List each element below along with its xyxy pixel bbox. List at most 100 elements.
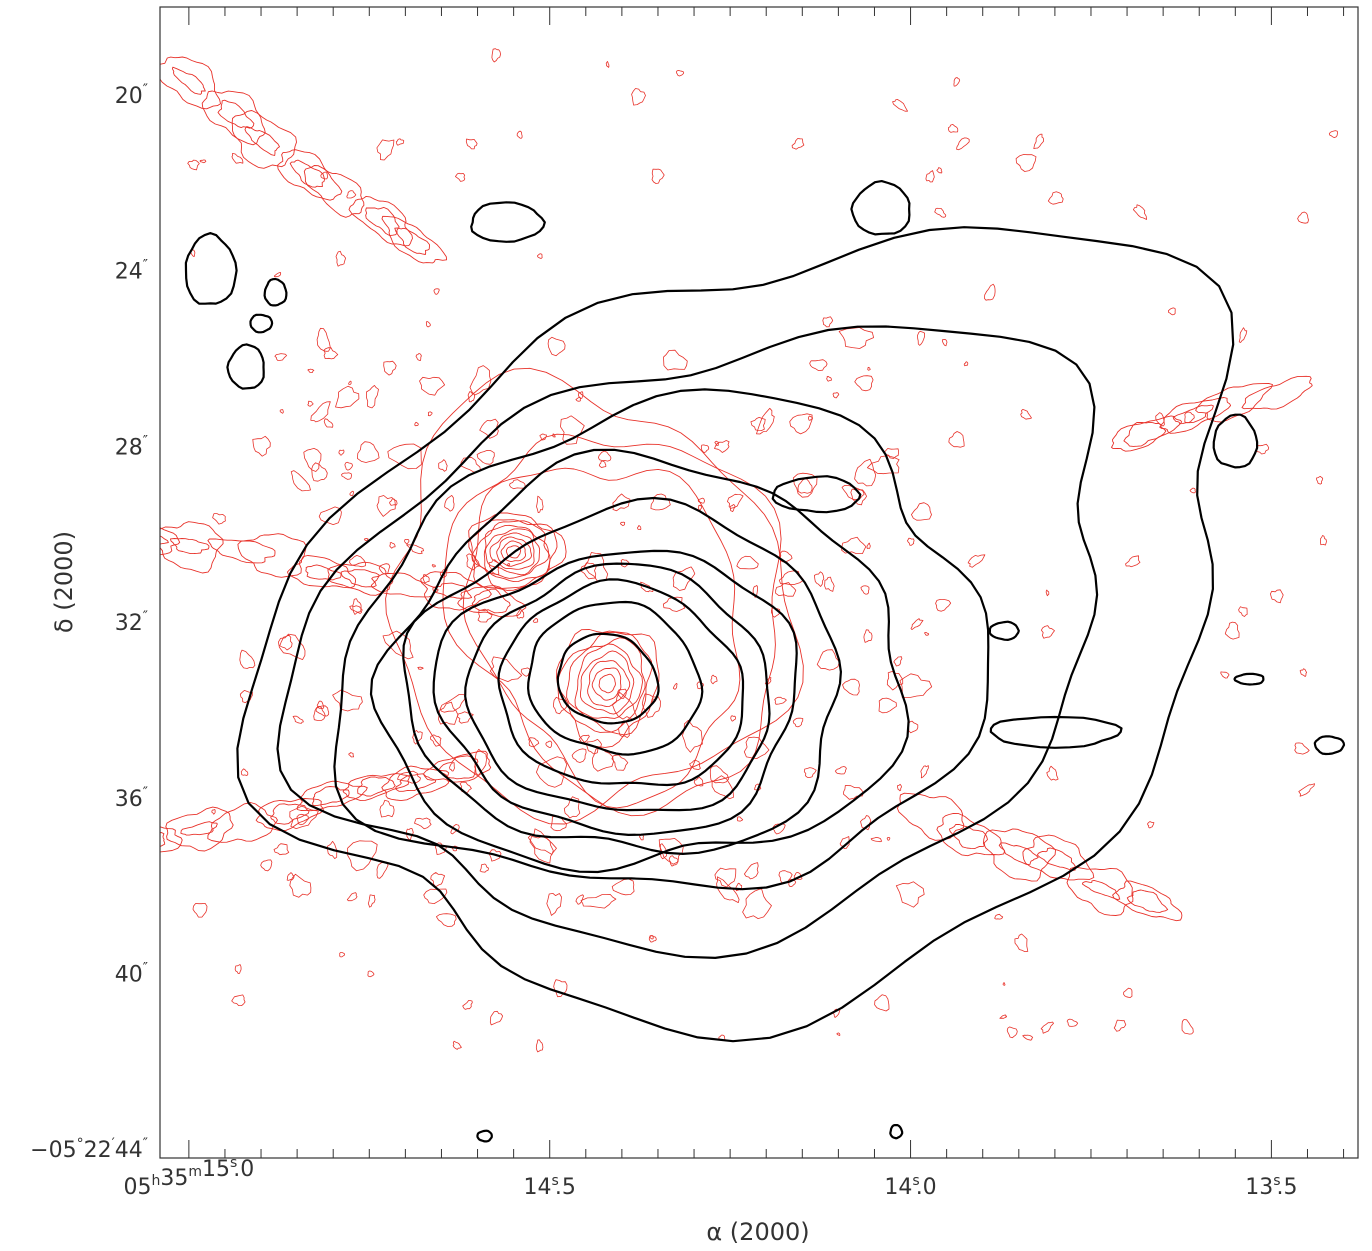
red-contour bbox=[376, 495, 396, 517]
y-tick-label: 20″ bbox=[115, 82, 148, 109]
red-contour bbox=[467, 391, 476, 403]
red-contour bbox=[160, 521, 224, 574]
red-contour bbox=[244, 126, 280, 156]
red-contour bbox=[984, 283, 996, 301]
black-contour-island bbox=[850, 180, 911, 236]
red-contour bbox=[479, 418, 499, 439]
red-contour bbox=[395, 773, 437, 792]
y-tick-label: 32″ bbox=[115, 609, 148, 636]
red-contour bbox=[169, 538, 210, 555]
red-contour bbox=[1081, 879, 1121, 900]
red-contour bbox=[711, 775, 734, 800]
red-contour bbox=[659, 843, 668, 860]
red-contour bbox=[348, 752, 354, 758]
red-contour bbox=[874, 994, 890, 1012]
black-contour-island bbox=[1233, 672, 1265, 686]
red-contour bbox=[292, 715, 304, 724]
red-contour bbox=[697, 497, 705, 504]
red-contour bbox=[335, 385, 360, 409]
red-contour bbox=[700, 444, 710, 453]
red-contour bbox=[460, 456, 481, 473]
x-tick-label: 13s.5 bbox=[1245, 1173, 1297, 1200]
black-contour bbox=[464, 562, 771, 812]
red-contour bbox=[199, 159, 207, 164]
red-contour bbox=[436, 913, 457, 927]
red-contour bbox=[323, 347, 339, 360]
red-contour bbox=[477, 608, 493, 623]
x-tick-label: 14s.5 bbox=[524, 1173, 576, 1200]
red-contour bbox=[809, 359, 828, 371]
red-contour bbox=[340, 569, 380, 588]
black-contour-island bbox=[989, 715, 1123, 749]
red-contour bbox=[279, 634, 293, 651]
red-contour bbox=[180, 821, 218, 836]
red-contour bbox=[637, 525, 642, 530]
red-contour bbox=[234, 964, 242, 974]
red-contour bbox=[662, 596, 686, 612]
red-contour bbox=[836, 1032, 841, 1036]
red-contour bbox=[385, 367, 804, 825]
red-contour bbox=[1320, 535, 1327, 546]
red-contour bbox=[948, 124, 959, 133]
red-contour bbox=[941, 339, 948, 347]
red-contour bbox=[462, 467, 741, 809]
red-contour bbox=[414, 421, 419, 427]
red-contour bbox=[1297, 211, 1309, 224]
red-contour bbox=[584, 552, 609, 582]
red-contour bbox=[709, 765, 729, 784]
red-contour bbox=[752, 585, 758, 598]
red-contour bbox=[450, 824, 460, 835]
red-contour bbox=[303, 165, 365, 218]
red-contour bbox=[854, 375, 874, 392]
black-contour bbox=[402, 496, 842, 855]
red-contour bbox=[754, 783, 762, 791]
red-contour bbox=[310, 401, 331, 423]
black-contour-island bbox=[226, 343, 265, 390]
red-contour bbox=[598, 673, 616, 694]
red-contour bbox=[854, 458, 877, 487]
red-contour bbox=[342, 773, 410, 801]
red-contour bbox=[910, 618, 924, 630]
red-contour bbox=[716, 876, 740, 903]
red-contour bbox=[744, 862, 759, 880]
red-contour bbox=[270, 803, 310, 825]
black-contour-island bbox=[476, 1129, 493, 1143]
red-contour bbox=[327, 561, 394, 596]
red-contour bbox=[1316, 476, 1324, 485]
red-contour bbox=[612, 691, 638, 720]
red-contour bbox=[552, 433, 556, 438]
red-contour bbox=[419, 376, 445, 396]
red-contour bbox=[1294, 742, 1310, 755]
red-contour bbox=[1066, 866, 1134, 916]
red-contour bbox=[323, 418, 334, 428]
red-contour bbox=[366, 385, 379, 409]
red-contour bbox=[192, 903, 208, 918]
red-contour bbox=[289, 805, 319, 829]
red-contour bbox=[296, 813, 309, 826]
x-tick-label: 05h35m15s.0 bbox=[123, 1155, 254, 1200]
red-contour bbox=[348, 380, 352, 385]
red-contour bbox=[217, 99, 255, 129]
red-contour bbox=[1022, 1034, 1034, 1041]
red-contour bbox=[546, 893, 562, 916]
red-contour bbox=[574, 643, 643, 719]
red-contour bbox=[651, 168, 665, 184]
red-contour bbox=[378, 563, 391, 575]
black-contour bbox=[497, 578, 745, 787]
red-contour bbox=[318, 506, 342, 525]
red-contour bbox=[557, 630, 653, 736]
red-contour bbox=[1006, 1026, 1018, 1039]
red-contour bbox=[586, 739, 602, 755]
red-contour bbox=[893, 656, 903, 667]
red-contour bbox=[863, 629, 873, 643]
red-contour bbox=[1224, 621, 1240, 640]
red-contour bbox=[1184, 411, 1195, 424]
red-contour bbox=[917, 330, 925, 346]
red-contour bbox=[1241, 375, 1313, 410]
red-contour bbox=[756, 407, 775, 435]
red-contour bbox=[650, 493, 671, 511]
red-contour bbox=[252, 435, 271, 457]
red-contour bbox=[489, 532, 535, 570]
red-contour bbox=[444, 495, 455, 512]
red-contour bbox=[895, 881, 925, 908]
